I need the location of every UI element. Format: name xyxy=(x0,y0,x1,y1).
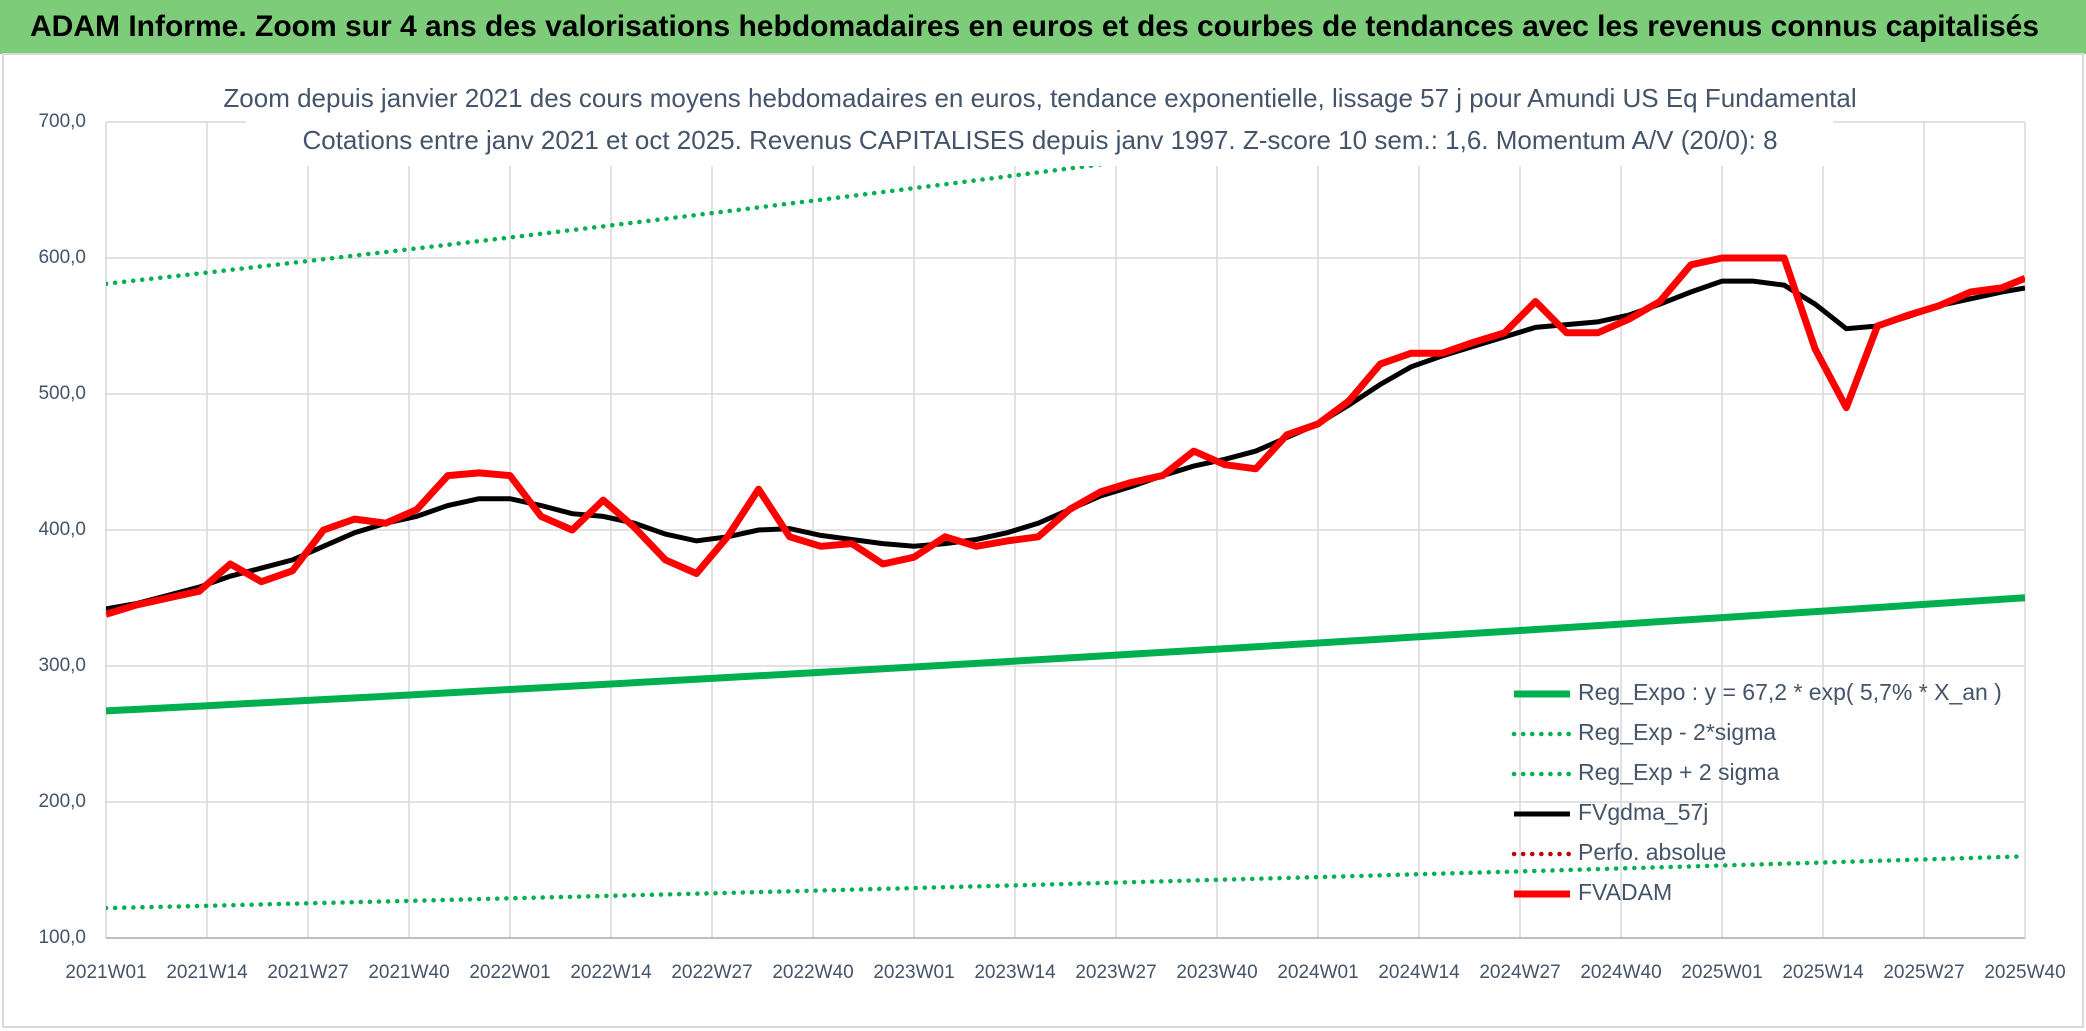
series-line xyxy=(106,254,2025,618)
lines xyxy=(106,122,2025,911)
legend-label: FVADAM xyxy=(1578,879,1672,905)
legend-label: Reg_Expo : y = 67,2 * exp( 5,7% * X_an ) xyxy=(1578,679,2002,705)
x-tick-label: 2024W01 xyxy=(1277,962,1358,983)
y-tick-label: 100,0 xyxy=(38,927,86,948)
y-tick-label: 700,0 xyxy=(38,111,86,132)
x-tick-label: 2023W40 xyxy=(1176,962,1257,983)
subtitle: Zoom depuis janvier 2021 des cours moyen… xyxy=(223,83,1856,113)
x-tick-label: 2021W01 xyxy=(65,962,146,983)
x-tick-label: 2022W40 xyxy=(772,962,853,983)
series-line xyxy=(106,594,2025,715)
grid: 100,0 200,0 300,0 400,0 500,0 600,0 700,0 2021W… xyxy=(38,111,2065,983)
legend-label: Reg_Exp + 2 sigma xyxy=(1578,759,1780,785)
x-tick-label: 2022W01 xyxy=(469,962,550,983)
y-tick-label: 200,0 xyxy=(38,791,86,812)
series-line xyxy=(106,854,2025,911)
legend-label: Reg_Exp - 2*sigma xyxy=(1578,719,1776,745)
x-tick-label: 2024W27 xyxy=(1479,962,1560,983)
y-tick-label: 400,0 xyxy=(38,519,86,540)
series-line xyxy=(106,122,1441,287)
x-tick-label: 2025W01 xyxy=(1681,962,1762,983)
chart-title: ADAM Informe. Zoom sur 4 ans des valoris… xyxy=(30,10,2039,43)
x-tick-label: 2023W14 xyxy=(974,962,1056,983)
x-tick-label: 2022W14 xyxy=(570,962,652,983)
chart-frame xyxy=(2,53,2084,1028)
x-tick-label: 2021W27 xyxy=(267,962,348,983)
x-tick-label: 2025W27 xyxy=(1883,962,1964,983)
legend-label: Perfo. absolue xyxy=(1578,839,1726,865)
y-tick-label: 600,0 xyxy=(38,247,86,268)
legend: Reg_Expo : y = 67,2 * exp( 5,7% * X_an )… xyxy=(1511,679,2002,905)
x-tick-label: 2023W27 xyxy=(1075,962,1156,983)
y-tick-label: 500,0 xyxy=(38,383,86,404)
legend-label: FVgdma_57j xyxy=(1578,799,1708,825)
y-tick-label: 300,0 xyxy=(38,655,86,676)
x-tick-label: 2025W14 xyxy=(1782,962,1864,983)
x-tick-label: 2024W14 xyxy=(1378,962,1460,983)
subtitle-box xyxy=(246,80,1833,166)
x-tick-label: 2025W40 xyxy=(1984,962,2065,983)
x-tick-label: 2024W40 xyxy=(1580,962,1661,983)
x-tick-label: 2023W01 xyxy=(873,962,954,983)
x-tick-label: 2021W14 xyxy=(166,962,248,983)
subtitle: Cotations entre janv 2021 et oct 2025. R… xyxy=(302,125,1777,155)
x-tick-label: 2021W40 xyxy=(368,962,449,983)
title-bar xyxy=(0,0,2086,54)
x-tick-label: 2022W27 xyxy=(671,962,752,983)
